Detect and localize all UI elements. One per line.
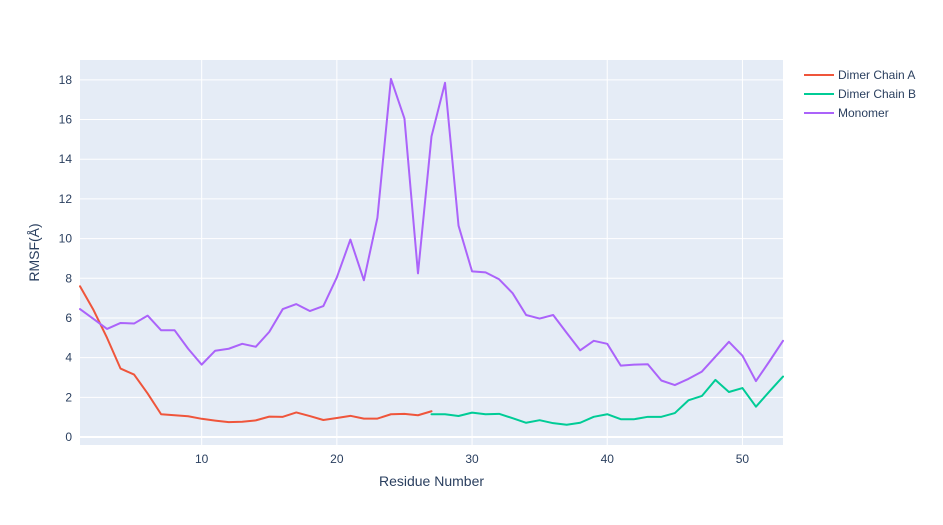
x-tick-label: 50 [736, 452, 750, 466]
x-tick-label: 40 [601, 452, 615, 466]
legend-label: Monomer [838, 106, 889, 120]
y-tick-label: 14 [59, 152, 73, 166]
y-tick-label: 0 [65, 430, 72, 444]
series-line-dimer-chain-b [430, 375, 784, 426]
y-axis-ticks: 0 2 4 6 8 10 12 14 16 18 [59, 73, 73, 444]
legend-item-monomer[interactable]: Monomer [804, 106, 889, 120]
series-lines [79, 77, 784, 426]
y-tick-label: 18 [59, 73, 73, 87]
y-tick-label: 4 [65, 351, 72, 365]
legend-item-dimer-chain-a[interactable]: Dimer Chain A [804, 68, 915, 82]
y-axis-title: RMSF(Å) [26, 223, 42, 281]
y-tick-label: 8 [65, 271, 72, 285]
y-tick-label: 10 [59, 232, 73, 246]
y-tick-label: 16 [59, 113, 73, 127]
series-line-dimer-chain-a [79, 285, 433, 424]
y-tick-label: 6 [65, 311, 72, 325]
series-line-monomer [79, 77, 784, 387]
legend-label: Dimer Chain B [838, 87, 916, 101]
legend-label: Dimer Chain A [838, 68, 915, 82]
x-tick-label: 30 [465, 452, 479, 466]
y-tick-label: 12 [59, 192, 73, 206]
x-axis-ticks: 10 20 30 40 50 [195, 452, 749, 466]
legend[interactable]: Dimer Chain A Dimer Chain B Monomer [804, 68, 916, 120]
y-tick-label: 2 [65, 390, 72, 404]
x-tick-label: 20 [330, 452, 344, 466]
grid-lines [80, 60, 783, 445]
legend-item-dimer-chain-b[interactable]: Dimer Chain B [804, 87, 916, 101]
plot-background [80, 60, 783, 445]
x-tick-label: 10 [195, 452, 209, 466]
x-axis-title: Residue Number [379, 473, 484, 489]
